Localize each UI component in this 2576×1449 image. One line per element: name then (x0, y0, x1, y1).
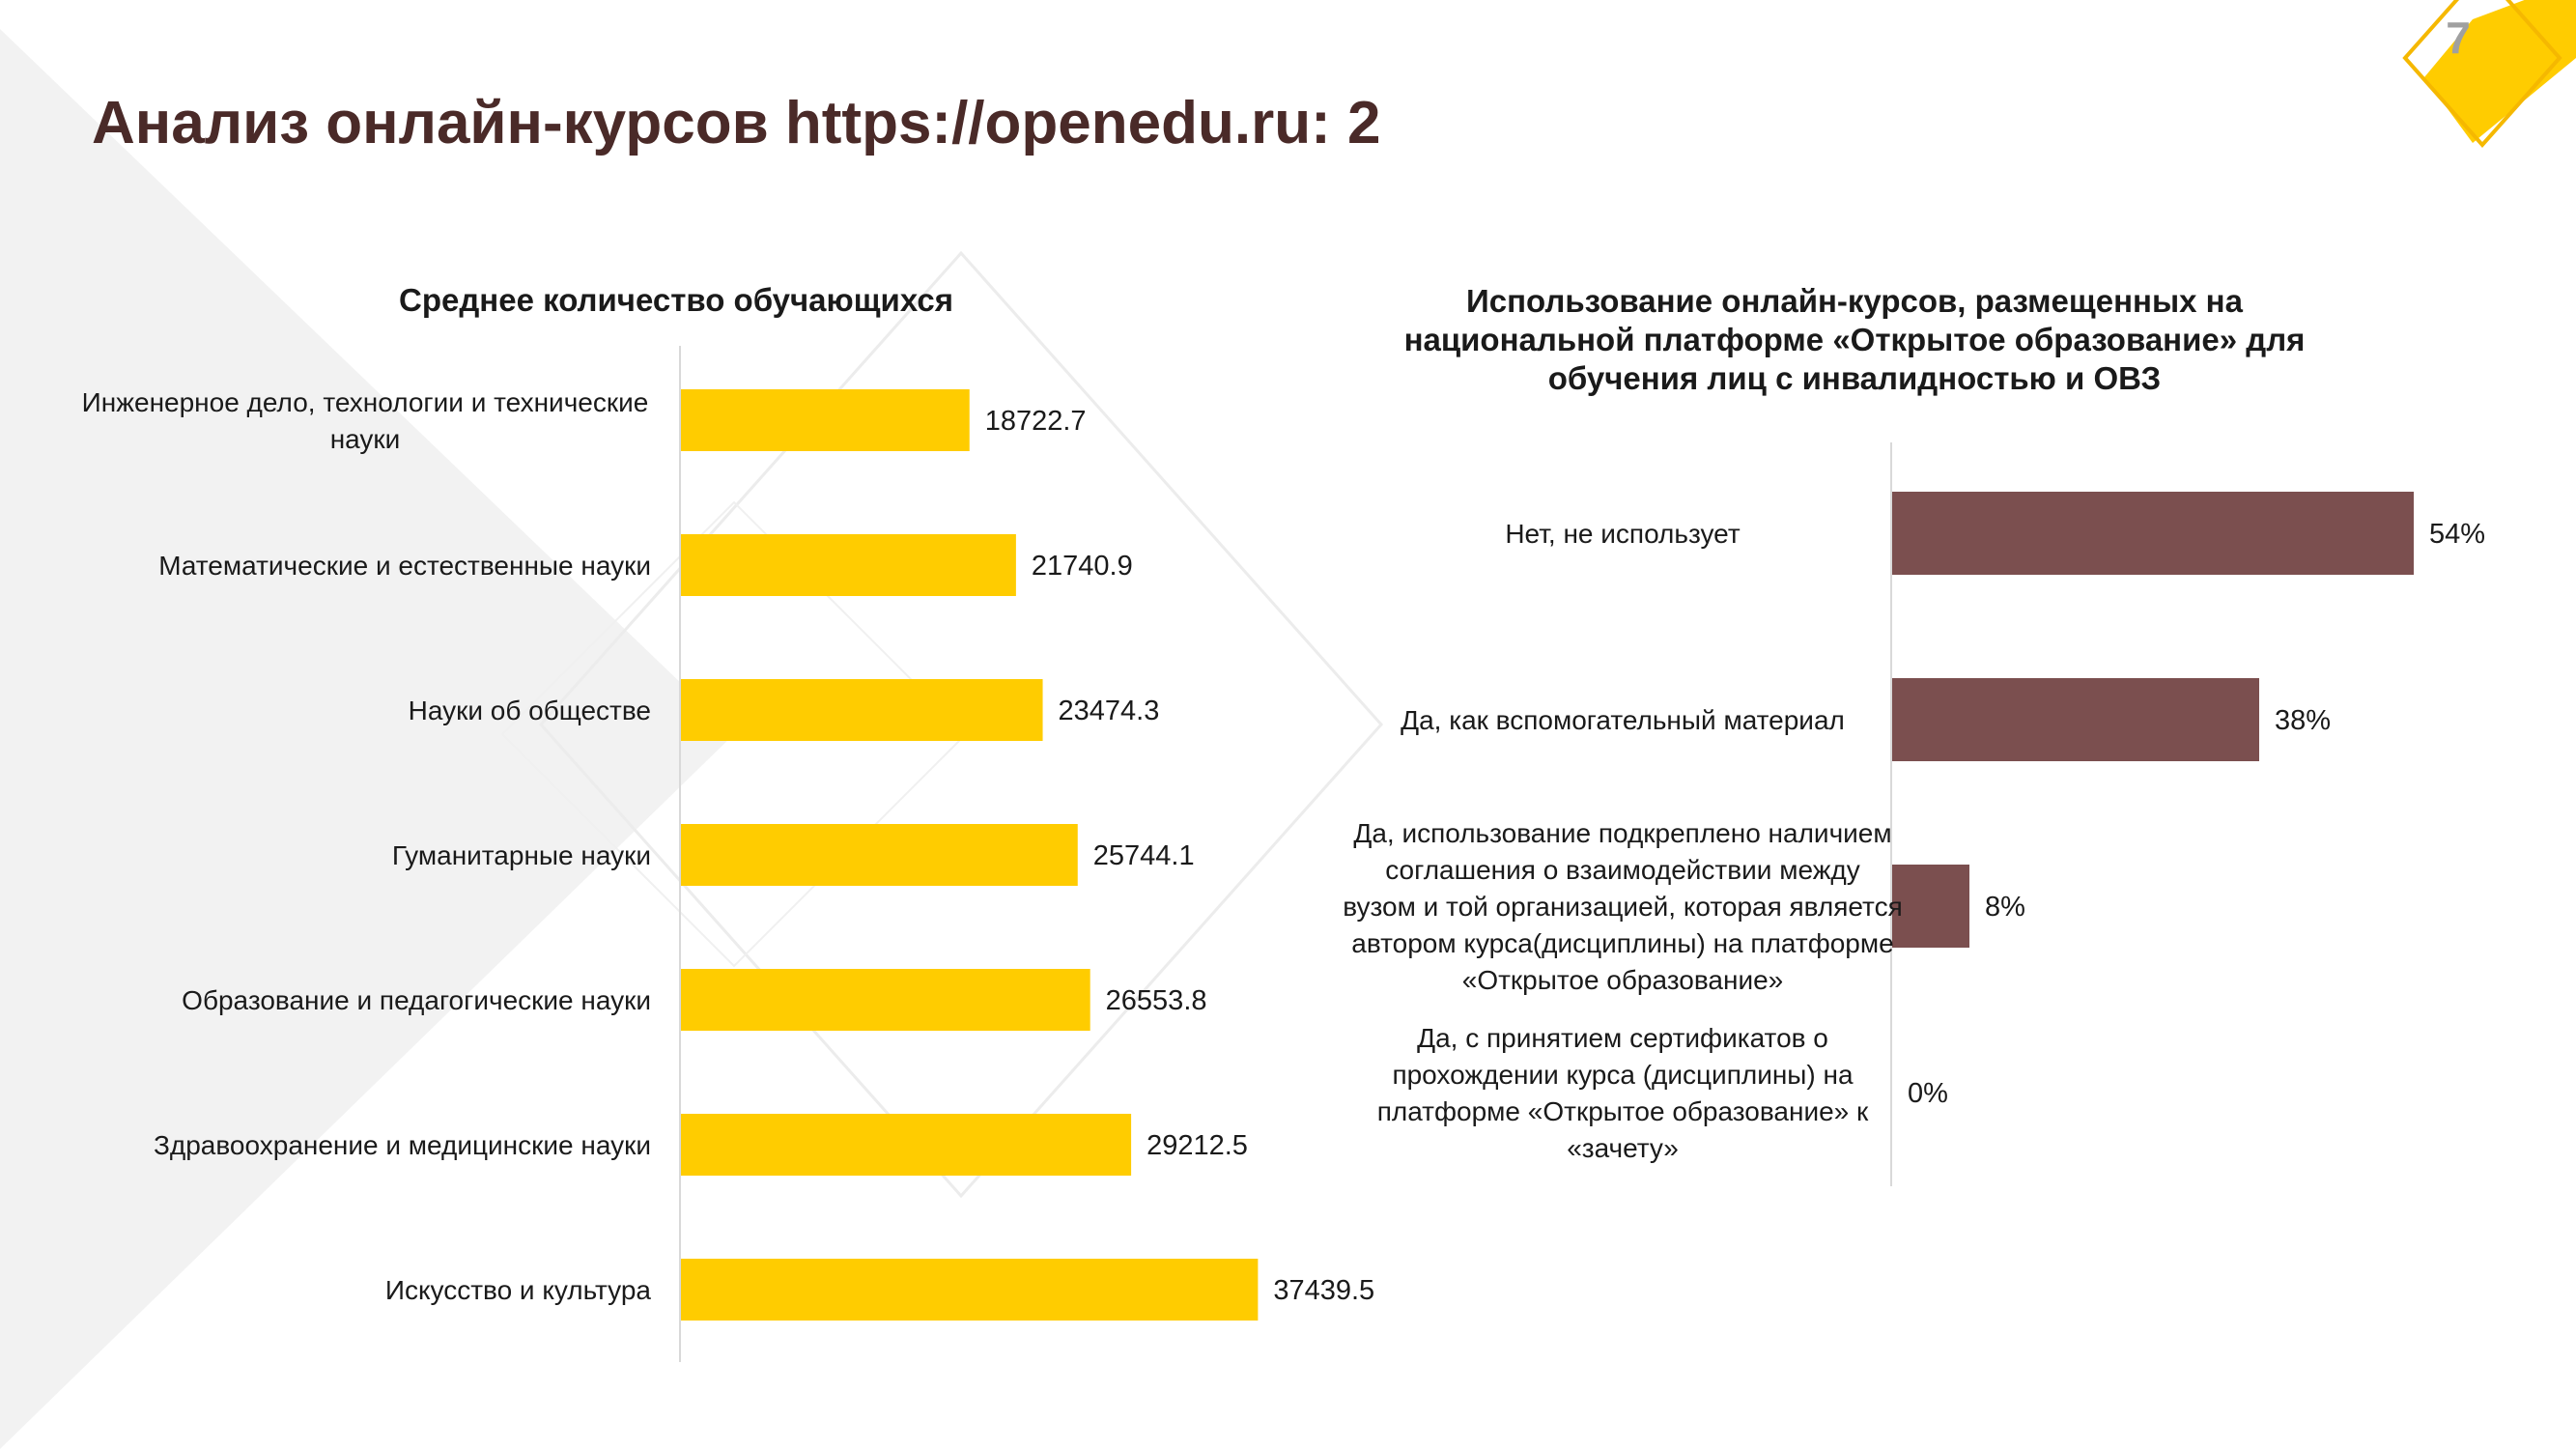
category-label: Науки об обществе (409, 696, 651, 725)
data-label: 0% (1908, 1078, 1948, 1109)
students-count-chart: Среднее количество обучающихся 18722.7 Ин… (58, 270, 1374, 1381)
data-label: 29212.5 (1146, 1130, 1248, 1161)
outline-diamond-shape (2402, 0, 2562, 149)
page-number-badge (2402, 0, 2576, 149)
category-label: Да, с принятием сертификатов о прохождени… (1377, 1023, 1869, 1163)
data-label: 21740.9 (1032, 551, 1133, 582)
chart-plot-area: 18722.7 Инженерное дело, технологии и тех… (82, 346, 1374, 1362)
data-label: 38% (2275, 705, 2331, 736)
category-label: Гуманитарные науки (392, 840, 651, 870)
bar (1892, 678, 2259, 761)
bar (681, 969, 1090, 1031)
bar (681, 679, 1043, 741)
data-label: 8% (1985, 892, 2025, 923)
category-label: Да, как вспомогательный материал (1401, 705, 1845, 735)
data-label: 54% (2429, 519, 2485, 550)
bar (681, 824, 1078, 886)
chart-title: Использование онлайн-курсов, размещенных… (1403, 283, 2306, 396)
outline-diamond-shape-inner (500, 500, 968, 968)
bar (681, 389, 970, 451)
bar (681, 1114, 1132, 1176)
category-label: Здравоохранение и медицинские науки (154, 1130, 651, 1160)
category-label: Математические и естественные науки (158, 551, 651, 581)
bar (1892, 865, 1969, 948)
category-label: Нет, не использует (1505, 519, 1740, 549)
category-label: Инженерное дело, технологии и технически… (82, 387, 649, 454)
chart-plot-area: 54% Нет, не использует 38% Да, как вспомога… (1343, 442, 2485, 1186)
category-label: Да, использование подкреплено наличием со… (1343, 818, 1902, 995)
bar (681, 1259, 1259, 1321)
data-label: 26553.8 (1106, 985, 1207, 1016)
gray-triangle-shape (0, 29, 734, 1449)
data-label: 18722.7 (985, 406, 1087, 437)
category-label: Искусство и культура (385, 1275, 652, 1305)
bar (681, 534, 1016, 596)
data-label: 23474.3 (1059, 696, 1160, 726)
platform-usage-chart: Использование онлайн-курсов, размещенных… (1294, 270, 2550, 1198)
slide-title: Анализ онлайн-курсов https://openedu.ru:… (92, 90, 1381, 156)
data-label: 37439.5 (1273, 1275, 1374, 1306)
category-label: Образование и педагогические науки (182, 985, 651, 1015)
bar (1892, 492, 2414, 575)
page-number: 7 (2446, 13, 2471, 63)
data-label: 25744.1 (1093, 840, 1195, 871)
chart-title: Среднее количество обучающихся (399, 282, 953, 318)
